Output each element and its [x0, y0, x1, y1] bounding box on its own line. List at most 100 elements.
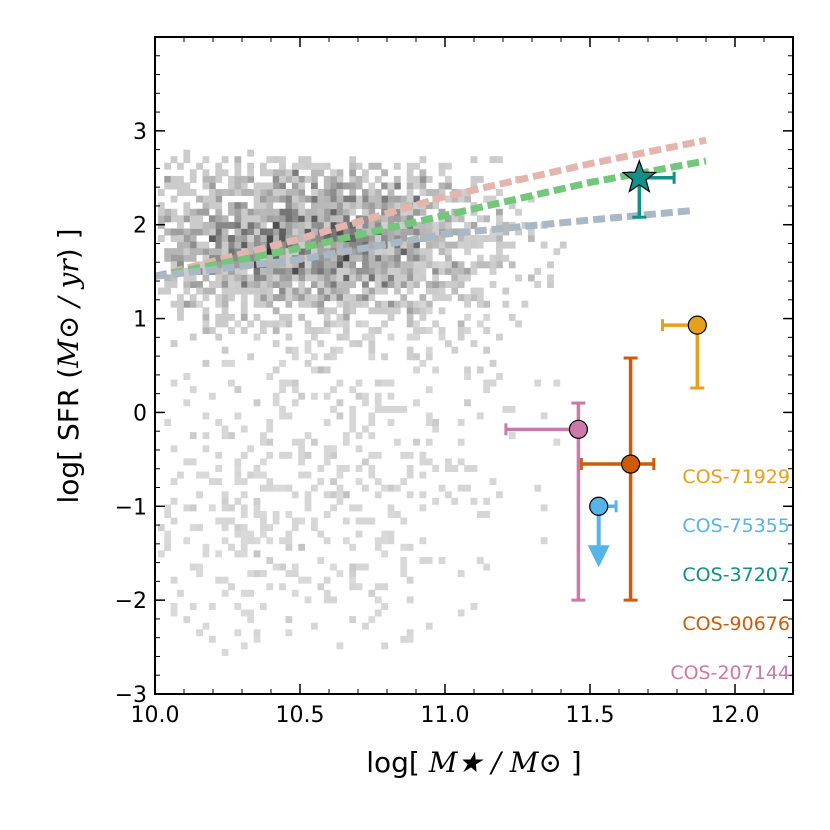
density-bin: [285, 346, 293, 354]
density-bin: [164, 418, 172, 426]
density-bin: [266, 583, 274, 591]
density-bin: [202, 254, 210, 262]
density-bin: [215, 313, 223, 321]
density-bin: [445, 248, 452, 256]
density-bin: [342, 274, 350, 282]
density-bin: [247, 208, 254, 216]
density-bin: [381, 320, 388, 328]
density-bin: [298, 215, 306, 223]
density-bin: [374, 491, 382, 499]
density-bin: [272, 484, 280, 492]
density-bin: [215, 281, 223, 288]
density-bin: [355, 464, 363, 472]
density-bin: [266, 169, 274, 177]
density-bin: [285, 215, 293, 223]
density-bin: [272, 274, 280, 282]
density-bin: [419, 261, 427, 269]
density-bin: [362, 215, 369, 223]
density-bin: [508, 202, 516, 210]
density-bin: [387, 379, 395, 387]
density-bin: [393, 261, 401, 269]
density-bin: [400, 281, 408, 288]
density-bin: [425, 327, 433, 334]
density-bin: [445, 340, 452, 348]
density-bin: [368, 340, 376, 348]
density-bin: [381, 228, 388, 236]
density-bin: [464, 267, 471, 275]
density-bin: [170, 254, 178, 262]
density-bin: [336, 182, 344, 190]
density-bin: [285, 228, 293, 236]
density-bin: [177, 235, 184, 243]
density-bin: [400, 241, 408, 249]
density-bin: [502, 228, 510, 236]
density-bin: [253, 267, 261, 275]
density-bin: [164, 504, 172, 512]
density-bin: [336, 241, 344, 249]
density-bin: [400, 235, 408, 243]
density-bin: [240, 182, 248, 190]
density-bin: [413, 320, 420, 328]
density-bin: [387, 235, 395, 243]
density-bin: [464, 300, 471, 308]
density-bin: [253, 281, 261, 288]
density-bin: [457, 274, 465, 282]
density-bin: [304, 248, 312, 256]
density-bin: [323, 162, 331, 170]
density-bin: [221, 497, 229, 505]
density-bin: [228, 267, 235, 275]
density-bin: [234, 629, 242, 637]
density-bin: [311, 208, 318, 216]
density-bin: [170, 195, 178, 203]
density-bin: [247, 281, 254, 288]
density-bin: [457, 484, 465, 492]
density-bin: [387, 267, 395, 275]
density-bin: [311, 438, 318, 446]
density-bin: [432, 274, 440, 282]
x-axis-label-math: M★ / M⊙: [428, 746, 562, 779]
density-bin: [298, 274, 306, 282]
density-bin: [170, 497, 178, 505]
density-bin: [349, 228, 357, 236]
density-bin: [170, 281, 178, 288]
density-bin: [419, 307, 427, 315]
density-bin: [336, 642, 344, 650]
density-bin: [298, 261, 306, 269]
density-bin: [483, 215, 491, 223]
density-bin: [196, 248, 203, 256]
density-bin: [298, 235, 306, 243]
density-bin: [311, 175, 318, 183]
density-bin: [374, 327, 382, 334]
density-bin: [413, 182, 420, 190]
density-bin: [406, 254, 414, 262]
density-bin: [425, 228, 433, 236]
density-bin: [323, 208, 331, 216]
density-bin: [291, 346, 299, 354]
density-bin: [489, 235, 497, 243]
density-bin: [285, 208, 293, 216]
density-bin: [240, 510, 248, 518]
density-bin: [406, 313, 414, 321]
density-bin: [381, 195, 388, 203]
density-bin: [393, 215, 401, 223]
density-bin: [445, 175, 452, 183]
density-bin: [259, 327, 267, 334]
galaxy-points: [504, 159, 707, 602]
density-bin: [323, 287, 331, 295]
density-bin: [470, 294, 478, 302]
density-bin: [406, 635, 414, 643]
density-bin: [515, 320, 522, 328]
density-bin: [362, 261, 369, 269]
y-tick-label: 1: [133, 308, 147, 333]
density-bin: [247, 471, 254, 479]
density-bin: [215, 517, 223, 525]
density-bin: [489, 281, 497, 288]
density-bin: [183, 373, 191, 380]
density-bin: [419, 504, 427, 512]
density-bin: [311, 300, 318, 308]
density-bin: [362, 320, 369, 328]
density-bin: [342, 182, 350, 190]
density-bin: [387, 418, 395, 426]
density-bin: [457, 281, 465, 288]
density-bin: [196, 208, 203, 216]
